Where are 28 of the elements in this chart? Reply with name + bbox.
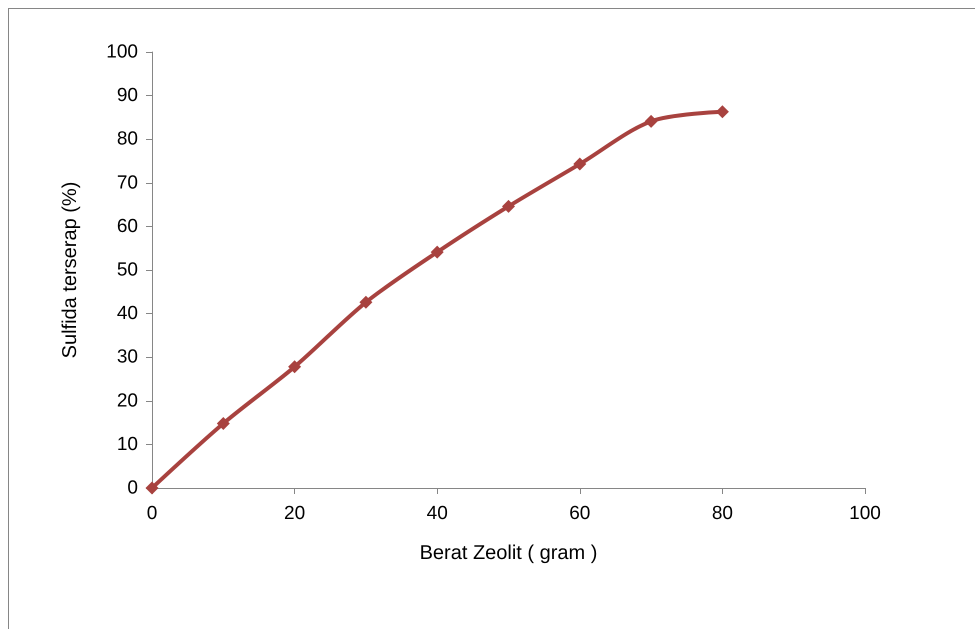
x-axis-title: Berat Zeolit ( gram ): [420, 542, 598, 564]
x-tick-label: 20: [284, 503, 306, 524]
x-tick-label: 80: [712, 503, 733, 524]
y-tick-label: 100: [106, 42, 138, 62]
point: [644, 114, 658, 128]
point: [359, 296, 372, 309]
point: [716, 105, 729, 118]
point: [216, 416, 230, 430]
y-tick-label: 30: [116, 346, 138, 368]
point: [146, 482, 158, 494]
y-tick-label: 0: [127, 478, 138, 498]
y-tick-label: 70: [116, 172, 138, 194]
point: [430, 246, 444, 259]
y-tick-label: 90: [116, 85, 138, 106]
x-tick-label: 100: [849, 503, 881, 524]
y-tick-label: 50: [116, 260, 138, 280]
y-tick-label: 20: [116, 390, 138, 412]
y-tick-label: 40: [116, 303, 138, 324]
x-tick-label: 60: [569, 503, 590, 524]
point: [573, 158, 586, 171]
point: [288, 360, 302, 374]
y-tick-label: 10: [116, 434, 138, 455]
y-tick-label: 60: [116, 216, 138, 237]
point: [502, 200, 515, 213]
y-axis-title: Sulfida terserap (%): [59, 182, 81, 358]
x-tick-label: 0: [146, 503, 158, 524]
x-tick-label: 40: [426, 503, 448, 524]
y-tick-label: 80: [116, 128, 138, 150]
